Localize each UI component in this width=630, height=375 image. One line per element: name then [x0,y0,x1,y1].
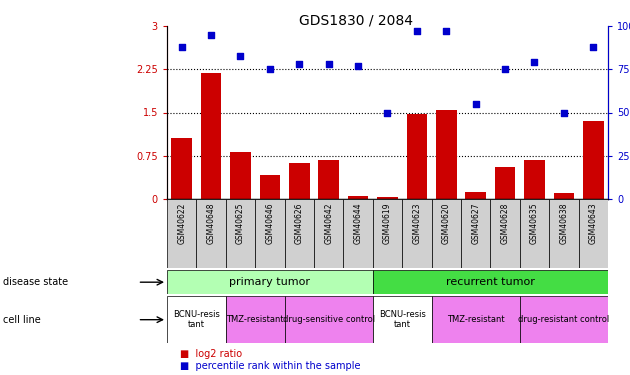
Text: GSM40622: GSM40622 [177,202,186,244]
Bar [436,110,457,199]
Bar [373,199,402,268]
Bar [230,152,251,199]
Text: GSM40623: GSM40623 [413,202,421,244]
Text: GDS1830 / 2084: GDS1830 / 2084 [299,13,413,27]
Text: GSM40626: GSM40626 [295,202,304,244]
Text: ■  log2 ratio: ■ log2 ratio [180,350,242,359]
Point [412,28,422,34]
Bar [373,296,432,343]
Text: cell line: cell line [3,315,41,325]
Bar [226,296,285,343]
Bar [432,296,520,343]
Point [294,61,304,67]
Bar [495,167,515,199]
Bar [583,121,604,199]
Text: ■  percentile rank within the sample: ■ percentile rank within the sample [180,362,360,371]
Text: BCNU-resis
tant: BCNU-resis tant [173,310,220,329]
Bar [377,197,398,199]
Bar [520,199,549,268]
Bar [524,160,545,199]
Bar [260,175,280,199]
Text: TMZ-resistant: TMZ-resistant [226,315,284,324]
Text: recurrent tumor: recurrent tumor [446,277,535,287]
Point [500,66,510,72]
Point [265,66,275,72]
Bar [167,296,226,343]
Bar [255,199,285,268]
Bar [285,296,373,343]
Text: GSM40648: GSM40648 [207,202,215,244]
Text: TMZ-resistant: TMZ-resistant [447,315,505,324]
Bar [171,138,192,199]
Bar [432,199,461,268]
Text: drug-resistant control: drug-resistant control [518,315,609,324]
Text: GSM40644: GSM40644 [353,202,362,244]
Bar [373,270,608,294]
Point [324,61,334,67]
Bar [554,193,574,199]
Text: primary tumor: primary tumor [229,277,311,287]
Bar [461,199,490,268]
Bar [167,199,197,268]
Bar [197,199,226,268]
Text: GSM40627: GSM40627 [471,202,480,244]
Bar [201,74,221,199]
Text: GSM40643: GSM40643 [589,202,598,244]
Text: GSM40642: GSM40642 [324,202,333,244]
Bar [167,270,373,294]
Point [559,110,569,116]
Bar [549,199,578,268]
Text: GSM40638: GSM40638 [559,202,568,244]
Point [441,28,451,34]
Text: GSM40635: GSM40635 [530,202,539,244]
Bar [406,114,427,199]
Text: BCNU-resis
tant: BCNU-resis tant [379,310,426,329]
Text: GSM40628: GSM40628 [501,202,510,244]
Text: disease state: disease state [3,277,68,287]
Bar [226,199,255,268]
Text: GSM40619: GSM40619 [383,202,392,244]
Point [529,60,539,66]
Point [382,110,392,116]
Point [236,53,246,58]
Bar [402,199,432,268]
Point [471,101,481,107]
Point [588,44,598,50]
Bar [289,163,309,199]
Text: drug-sensitive control: drug-sensitive control [283,315,375,324]
Bar [285,199,314,268]
Text: GSM40620: GSM40620 [442,202,450,244]
Point [176,44,186,50]
Bar [318,160,339,199]
Bar [490,199,520,268]
Bar [314,199,343,268]
Text: GSM40646: GSM40646 [265,202,274,244]
Bar [348,196,369,199]
Point [353,63,363,69]
Bar [343,199,373,268]
Bar [466,192,486,199]
Bar [520,296,608,343]
Bar [578,199,608,268]
Point [206,32,216,38]
Text: GSM40625: GSM40625 [236,202,245,244]
